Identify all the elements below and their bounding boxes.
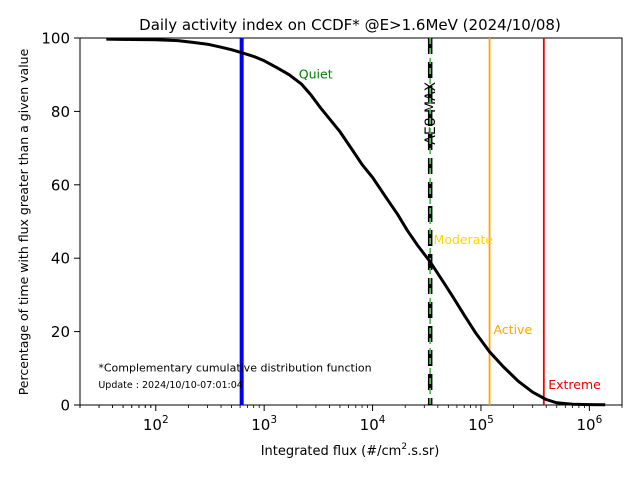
x-tick-base: 10 <box>143 416 162 434</box>
y-axis-ticks: 0 20 40 60 80 100 <box>41 30 80 415</box>
annotation-text: Update : 2024/10/10-07:01:04 <box>98 380 243 391</box>
x-tick-base: 10 <box>251 416 270 434</box>
x-axis-ticks: 102 103 104 105 106 <box>79 405 623 434</box>
threshold-lines: AE8 MAX <box>239 38 545 405</box>
plot-frame <box>79 37 623 406</box>
x-tick-exponent: 4 <box>379 414 386 426</box>
annotation-text: *Complementary cumulative distribution f… <box>98 361 371 374</box>
x-tick-exponent: 5 <box>487 414 494 426</box>
zone-label: Moderate <box>434 232 494 247</box>
x-tick-exponent: 6 <box>596 414 603 426</box>
zone-label: Quiet <box>299 67 333 82</box>
y-tick-label: 20 <box>51 323 70 341</box>
y-tick-label: 40 <box>51 250 70 268</box>
x-tick-base: 10 <box>576 416 595 434</box>
x-axis-label: Integrated flux (#/cm2.s.sr) <box>261 442 440 459</box>
y-axis-label: Percentage of time with flux greater tha… <box>16 48 31 395</box>
series-group <box>106 37 606 407</box>
x-tick-label: 105 <box>468 414 494 434</box>
chart-title: Daily activity index on CCDF* @E>1.6MeV … <box>139 16 561 34</box>
x-tick-label: 104 <box>360 414 386 434</box>
x-tick-base: 10 <box>360 416 379 434</box>
y-tick-label: 80 <box>51 103 70 121</box>
ccdf-curve <box>106 37 606 407</box>
x-tick-base: 10 <box>468 416 487 434</box>
x-tick-label: 106 <box>576 414 602 434</box>
x-tick-exponent: 3 <box>270 414 277 426</box>
x-tick-exponent: 2 <box>162 414 169 426</box>
zone-label: Active <box>493 322 532 337</box>
zone-label: Extreme <box>548 377 601 392</box>
annotations: *Complementary cumulative distribution f… <box>98 361 371 391</box>
zone-labels: Quiet Moderate Active Extreme <box>299 67 601 392</box>
y-tick-label: 60 <box>51 176 70 194</box>
y-tick-label: 100 <box>41 30 70 48</box>
x-tick-label: 102 <box>143 414 169 434</box>
x-tick-label: 103 <box>251 414 277 434</box>
y-tick-label: 0 <box>60 397 70 415</box>
threshold-label: AE8 MAX <box>423 81 439 144</box>
